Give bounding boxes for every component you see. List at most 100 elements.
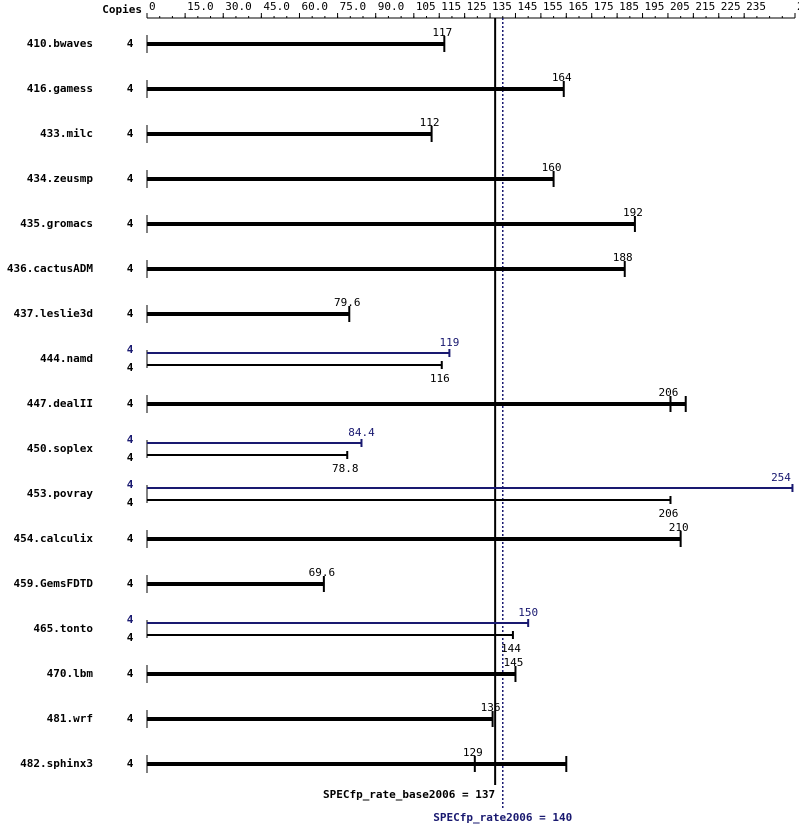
value-label: 69.6 — [309, 566, 336, 579]
peak-bar — [147, 442, 362, 444]
benchmark-label: 436.cactusADM — [7, 262, 93, 275]
value-label: 136 — [481, 701, 501, 714]
x-tick-label: 145 — [517, 0, 537, 13]
benchmark-label: 416.gamess — [27, 82, 93, 95]
x-tick-label: 0 — [149, 0, 156, 13]
copies: 4 — [127, 532, 134, 545]
benchmark-label: 459.GemsFDTD — [14, 577, 94, 590]
x-tick-label: 215 — [695, 0, 715, 13]
value-label: 117 — [432, 26, 452, 39]
base-bar — [147, 454, 348, 456]
copies: 4 — [127, 667, 134, 680]
x-tick-label: 15.0 — [187, 0, 214, 13]
copies: 4 — [127, 361, 134, 374]
bar — [147, 312, 350, 316]
x-tick-label: 75.0 — [340, 0, 367, 13]
peak-bar — [147, 352, 450, 354]
bar — [147, 762, 475, 766]
bar — [147, 537, 681, 541]
x-tick-label: 125 — [467, 0, 487, 13]
copies-header: Copies — [102, 3, 142, 16]
x-tick-label: 175 — [594, 0, 614, 13]
copies: 4 — [127, 127, 134, 140]
copies: 4 — [127, 631, 134, 644]
reference-label: SPECfp_rate2006 = 140 — [433, 811, 572, 824]
x-tick-label: 235 — [746, 0, 766, 13]
value-label: 79.6 — [334, 296, 361, 309]
bar — [147, 177, 554, 181]
benchmark-label: 453.povray — [27, 487, 94, 500]
value-label: 254 — [771, 471, 791, 484]
base-bar — [147, 634, 513, 636]
x-tick-label: 225 — [721, 0, 741, 13]
x-tick-label: 255 — [797, 0, 799, 13]
bar — [147, 87, 564, 91]
copies: 4 — [127, 451, 134, 464]
x-tick-label: 155 — [543, 0, 563, 13]
bar — [147, 42, 445, 46]
copies: 4 — [127, 613, 134, 626]
value-label: 188 — [613, 251, 633, 264]
copies: 4 — [127, 757, 134, 770]
value-label: 119 — [439, 336, 459, 349]
value-label: 206 — [659, 507, 679, 520]
benchmark-label: 434.zeusmp — [27, 172, 94, 185]
benchmark-label: 454.calculix — [14, 532, 94, 545]
reference-label: SPECfp_rate_base2006 = 137 — [323, 788, 495, 801]
bar — [147, 672, 516, 676]
x-tick-label: 90.0 — [378, 0, 405, 13]
value-label: 84.4 — [348, 426, 375, 439]
copies: 4 — [127, 82, 134, 95]
copies: 4 — [127, 496, 134, 509]
benchmark-label: 450.soplex — [27, 442, 94, 455]
bar — [147, 402, 671, 406]
bar — [147, 717, 493, 721]
value-label: 192 — [623, 206, 643, 219]
value-label: 206 — [659, 386, 679, 399]
value-label: 144 — [501, 642, 521, 655]
value-label: 78.8 — [332, 462, 359, 475]
bar — [147, 132, 432, 136]
x-tick-label: 115 — [441, 0, 461, 13]
copies: 4 — [127, 262, 134, 275]
copies: 4 — [127, 172, 134, 185]
x-tick-label: 195 — [645, 0, 665, 13]
x-tick-label: 105 — [416, 0, 436, 13]
x-tick-label: 205 — [670, 0, 690, 13]
value-label: 160 — [542, 161, 562, 174]
x-tick-label: 165 — [568, 0, 588, 13]
copies: 4 — [127, 343, 134, 356]
bar — [147, 222, 635, 226]
value-label: 116 — [430, 372, 450, 385]
benchmark-label: 444.namd — [40, 352, 93, 365]
x-tick-label: 185 — [619, 0, 639, 13]
benchmark-label: 481.wrf — [47, 712, 93, 725]
value-label: 210 — [669, 521, 689, 534]
value-label: 112 — [420, 116, 440, 129]
bar — [147, 582, 324, 586]
x-tick-label: 60.0 — [301, 0, 328, 13]
benchmark-label: 410.bwaves — [27, 37, 93, 50]
x-tick-label: 45.0 — [263, 0, 290, 13]
base-bar — [147, 499, 671, 501]
value-label: 150 — [518, 606, 538, 619]
benchmark-label: 482.sphinx3 — [20, 757, 93, 770]
peak-bar — [147, 487, 793, 489]
bar — [147, 267, 625, 271]
value-label: 164 — [552, 71, 572, 84]
base-bar — [147, 364, 442, 366]
x-tick-label: 135 — [492, 0, 512, 13]
benchmark-label: 447.dealII — [27, 397, 93, 410]
benchmark-label: 437.leslie3d — [14, 307, 93, 320]
peak-bar — [147, 622, 529, 624]
copies: 4 — [127, 433, 134, 446]
benchmark-label: 465.tonto — [33, 622, 93, 635]
benchmark-label: 433.milc — [40, 127, 93, 140]
bar-extent — [474, 762, 567, 766]
copies: 4 — [127, 712, 134, 725]
value-label: 145 — [504, 656, 524, 669]
bar-extent — [670, 402, 686, 406]
copies: 4 — [127, 307, 134, 320]
x-tick-label: 30.0 — [225, 0, 252, 13]
